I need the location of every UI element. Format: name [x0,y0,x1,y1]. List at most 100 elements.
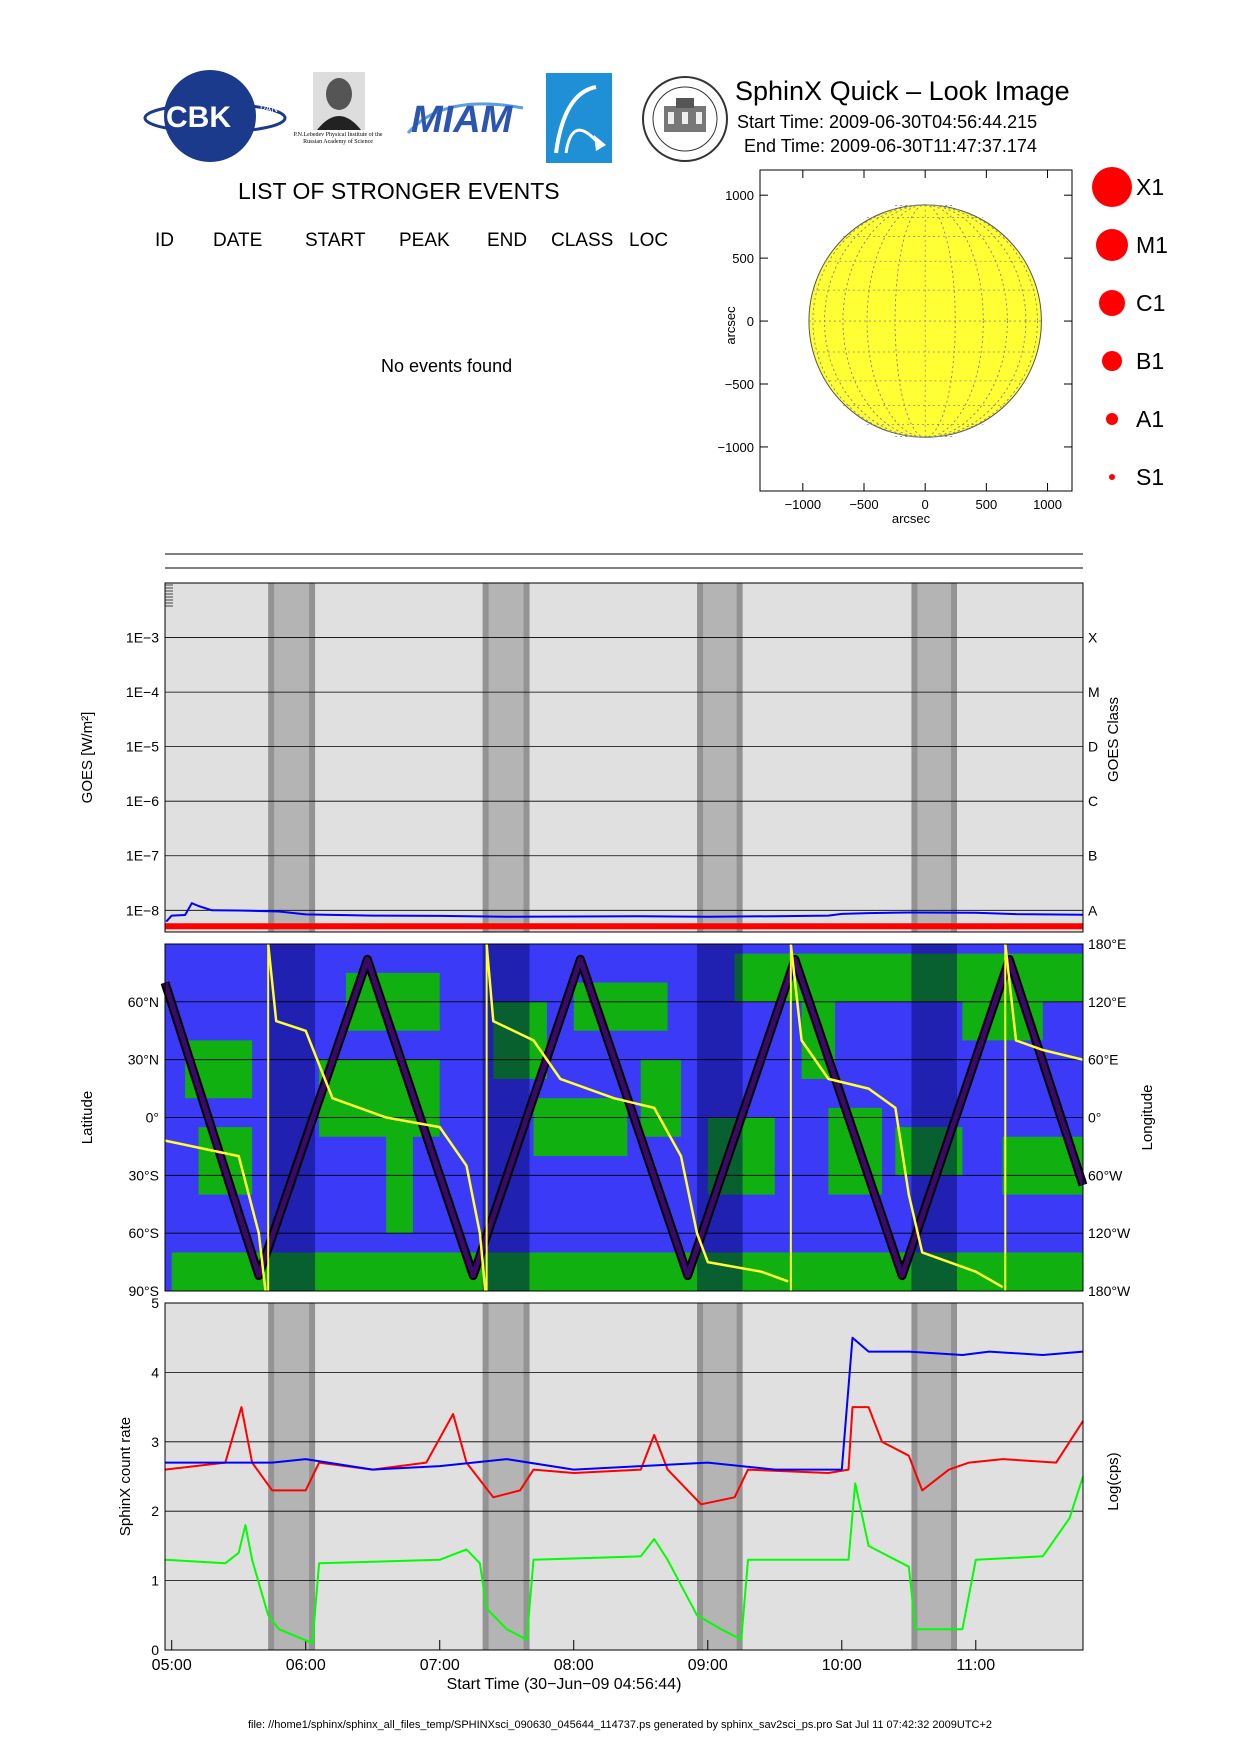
cbk-logo-small: PAN [260,104,278,114]
sphinx-y-tick-label: 1 [151,1573,159,1589]
sphinx-low-channel-line [164,1476,1084,1645]
sphinx-eclipse-edge [951,1303,958,1650]
solar-grid-longitude [812,204,1038,438]
orbit-longitude-label: 0° [1088,1110,1101,1126]
sun-y-axis-label: arcsec [723,306,738,345]
orbit-land-patch [640,1059,681,1137]
sphinx-eclipse-edge [268,1303,275,1650]
legend-marker-c1 [1099,290,1125,316]
legend-label-c1: C1 [1136,290,1165,316]
sphinx-eclipse-edge [697,1303,704,1650]
sphinx-eclipse-edge [736,1303,743,1650]
sphinx-y-tick-label: 2 [151,1503,159,1519]
sphinx-high-channel-line [165,1336,1084,1471]
solar-grid-longitude [824,204,1027,438]
sphinx-y-tick-label: 5 [151,1295,159,1311]
sphinx-x-tick-label: 09:00 [688,1657,728,1674]
sun-x-tick-label: 0 [922,497,929,512]
orbit-land-patch [171,1252,1083,1291]
cbk-logo-text: CBK [166,101,231,134]
legend-label-b1: B1 [1136,348,1164,374]
goes-class-label: X [1088,630,1098,646]
sun-y-tick-label: 1000 [725,188,754,203]
institute-logo [546,73,612,163]
orbit-longitude-label: 120°E [1088,994,1126,1010]
sphinx-eclipse-edge [482,1303,489,1650]
orbit-y-tick-label: 60°N [128,994,159,1010]
goes-eclipse-band [697,583,743,932]
legend-marker-s1 [1109,474,1115,480]
orbit-longitude-label: 60°W [1088,1167,1123,1183]
orbit-longitude-label: 180°W [1088,1283,1131,1299]
goes-y-tick-label: 1E−7 [126,848,159,864]
sphinx-eclipse-edge [911,1303,918,1650]
orbit-land-patch [533,1098,628,1157]
orbit-land-patch [493,1001,547,1079]
sphinx-y-tick-label: 4 [151,1364,159,1380]
legend-label-m1: M1 [1136,232,1168,258]
legend-label-x1: X1 [1136,174,1164,200]
orbit-longitude-label: 120°W [1088,1225,1131,1241]
sphinx-x-tick-label: 06:00 [286,1657,326,1674]
orbit-frame [164,943,1084,1292]
orbit-longitude-label: 180°E [1088,936,1126,952]
sphinx-y-tick-label: 0 [151,1642,159,1658]
footer-file-info: file: //home1/sphinx/sphinx_all_files_te… [247,1719,993,1731]
goes-y-tick-label: 1E−3 [126,630,159,646]
sphinx-x-tick-label: 07:00 [420,1657,460,1674]
col-start: START [305,230,366,251]
start-time: Start Time: 2009-06-30T04:56:44.215 [737,112,1038,132]
sun-x-tick-label: −500 [849,497,878,512]
sun-map-chart: −1000 −500 0 500 1000 −1000 −500 0 500 1000 arcsec… [717,169,1073,526]
goes-right-axis-label: GOES Class [1105,697,1122,782]
orbit-right-axis-label: Longitude [1139,1085,1156,1151]
report-title: SphinX Quick – Look Image [735,76,1070,106]
legend-marker-m1 [1096,229,1128,261]
lebedev-logo: P.N.Lebedev Physical Institute of the Ru… [293,72,383,145]
sun-x-axis-label: arcsec [892,511,931,526]
seal-logo [642,76,728,162]
orbit-land-patch [386,1078,413,1234]
goes-eclipse-edge [523,583,530,932]
longitude-track [789,943,1004,1289]
sphinx-x-axis-label: Start Time (30−Jun−09 04:56:44) [447,1676,682,1693]
sphinx-x-tick-label: 08:00 [554,1657,594,1674]
sphinx-mid-channel-line [164,1406,1084,1506]
events-title: LIST OF STRONGER EVENTS [238,178,560,204]
orbit-y-tick-label: 90°S [128,1283,159,1299]
goes-eclipse-edge [736,583,743,932]
goes-y-axis-label: GOES [W/m²] [79,712,96,804]
class-legend: X1 M1 C1 B1 A1 S1 [1092,167,1168,490]
goes-eclipse-band [268,583,316,932]
sphinx-x-tick-label: 05:00 [152,1657,192,1674]
goes-class-label: B [1088,848,1097,864]
sun-x-tick-label: 1000 [1033,497,1062,512]
sphinx-frame [164,1302,1084,1651]
longitude-track [164,1139,267,1292]
latitude-track [162,956,1086,1279]
lebedev-logo-text: P.N.Lebedev Physical Institute of the Ru… [293,132,383,145]
col-class: CLASS [551,230,614,251]
longitude-track [266,943,487,1292]
solar-grid [808,204,1042,438]
goes-y-tick-label: 1E−8 [126,902,159,918]
goes-eclipse-edge [482,583,489,932]
legend-marker-b1 [1102,351,1122,371]
separators [165,553,1083,569]
goes-eclipse-edge [697,583,704,932]
miam-logo-text: MIAM [411,99,514,141]
sphinx-y-tick-label: 3 [151,1434,159,1450]
longitude-track [1004,943,1084,1061]
goes-y-tick-label: 1E−6 [126,793,159,809]
orbit-y-tick-label: 0° [146,1110,159,1126]
goes-eclipse-edge [268,583,275,932]
goes-y-tick-label: 1E−4 [126,684,159,700]
sphinx-eclipse-edge [523,1303,530,1650]
timeseries-panels: 1E−8 1E−7 1E−6 1E−5 1E−4 1E−3 A B C D M X GOES [W/m²… [79,582,1156,1693]
orbit-y-tick-label: 30°N [128,1052,159,1068]
goes-class-label: M [1088,684,1100,700]
goes-frame [164,582,1084,933]
col-loc: LOC [629,230,669,251]
legend-label-s1: S1 [1136,464,1164,490]
col-peak: PEAK [399,230,450,251]
